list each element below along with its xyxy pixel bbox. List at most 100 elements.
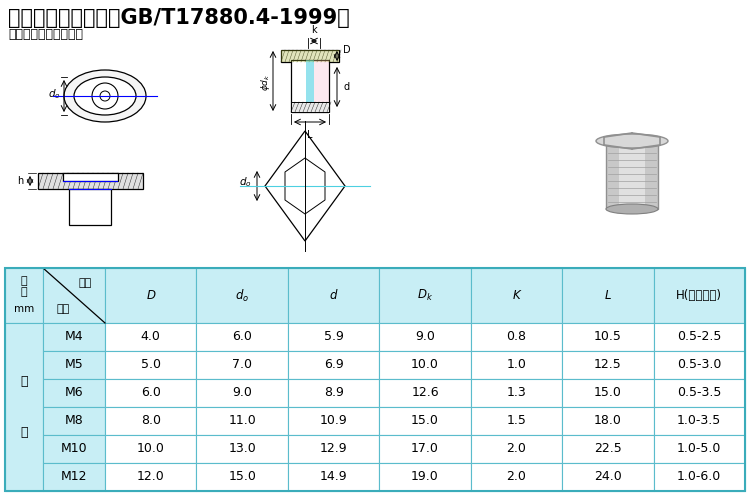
Bar	[5, 268, 43, 323]
Bar	[288, 379, 380, 407]
Text: $D_k$: $D_k$	[417, 288, 433, 303]
Bar	[562, 351, 653, 379]
Text: 规格: 规格	[56, 304, 70, 314]
Bar	[306, 60, 314, 112]
Text: 15.0: 15.0	[228, 471, 256, 484]
Bar	[105, 407, 196, 435]
Bar	[105, 268, 196, 323]
Bar	[291, 102, 329, 112]
Bar	[43, 351, 105, 379]
Bar	[281, 50, 339, 62]
Text: h: h	[16, 176, 23, 186]
Bar	[653, 379, 745, 407]
Bar	[63, 173, 118, 181]
Text: 15.0: 15.0	[594, 386, 622, 399]
Text: 5.0: 5.0	[141, 359, 160, 372]
Text: $\phi d_k$: $\phi d_k$	[259, 73, 272, 91]
Text: 1.0-6.0: 1.0-6.0	[677, 471, 722, 484]
Text: M8: M8	[64, 415, 83, 428]
Bar	[69, 189, 111, 225]
Bar	[653, 463, 745, 491]
Bar	[105, 463, 196, 491]
Text: 平头半六角铆螺母（GB/T17880.4-1999）: 平头半六角铆螺母（GB/T17880.4-1999）	[8, 8, 350, 28]
Bar	[43, 435, 105, 463]
Text: H(铆接厚度): H(铆接厚度)	[676, 289, 722, 302]
Text: 18.0: 18.0	[594, 415, 622, 428]
Bar	[562, 379, 653, 407]
Bar	[105, 435, 196, 463]
Text: mm: mm	[13, 304, 34, 314]
Circle shape	[92, 83, 118, 109]
Bar	[653, 407, 745, 435]
Bar	[288, 268, 380, 323]
Circle shape	[100, 91, 110, 101]
Text: 尺寸: 尺寸	[79, 278, 92, 288]
Text: M10: M10	[61, 442, 87, 455]
Text: 0.5-2.5: 0.5-2.5	[677, 330, 722, 344]
Text: 10.5: 10.5	[594, 330, 622, 344]
Text: 10.0: 10.0	[136, 442, 165, 455]
Text: D: D	[146, 289, 155, 302]
Text: 单: 单	[21, 276, 27, 286]
Bar	[471, 463, 562, 491]
Text: 材质：钢、铝、不锈钢: 材质：钢、铝、不锈钢	[8, 28, 83, 41]
Bar	[196, 463, 288, 491]
Text: 8.9: 8.9	[324, 386, 344, 399]
Text: 15.0: 15.0	[411, 415, 439, 428]
Bar	[562, 323, 653, 351]
Text: M6: M6	[64, 386, 83, 399]
Text: M12: M12	[61, 471, 87, 484]
Text: $d_o$: $d_o$	[238, 175, 251, 189]
Bar	[471, 435, 562, 463]
Text: 10.9: 10.9	[320, 415, 347, 428]
Text: 12.0: 12.0	[136, 471, 164, 484]
Bar	[380, 268, 471, 323]
Text: 2.0: 2.0	[506, 471, 526, 484]
Bar	[5, 323, 43, 491]
Text: 9.0: 9.0	[232, 386, 252, 399]
Text: 6.0: 6.0	[232, 330, 252, 344]
Text: 位: 位	[21, 287, 27, 297]
Bar	[380, 323, 471, 351]
Bar	[471, 268, 562, 323]
Text: k: k	[311, 25, 316, 35]
Ellipse shape	[74, 77, 136, 115]
Text: 0.5-3.5: 0.5-3.5	[677, 386, 722, 399]
Text: 1.5: 1.5	[506, 415, 526, 428]
Text: M4: M4	[64, 330, 83, 344]
Bar	[471, 407, 562, 435]
Text: 19.0: 19.0	[411, 471, 439, 484]
Bar	[562, 268, 653, 323]
Text: $d_o$: $d_o$	[235, 288, 249, 304]
Bar	[43, 379, 105, 407]
Text: L: L	[308, 130, 313, 140]
Bar	[653, 323, 745, 351]
Bar	[281, 50, 339, 62]
Text: d: d	[343, 82, 349, 92]
Text: 17.0: 17.0	[411, 442, 439, 455]
Text: 13.0: 13.0	[228, 442, 256, 455]
Text: 5.9: 5.9	[324, 330, 344, 344]
Ellipse shape	[64, 70, 146, 122]
Bar	[288, 463, 380, 491]
Text: 22.5: 22.5	[594, 442, 622, 455]
Bar	[196, 407, 288, 435]
Bar	[653, 268, 745, 323]
Text: 12.6: 12.6	[411, 386, 439, 399]
Text: 制: 制	[20, 426, 28, 438]
Text: K: K	[512, 289, 520, 302]
Text: D: D	[343, 45, 350, 55]
Text: 7.0: 7.0	[232, 359, 252, 372]
Bar	[471, 323, 562, 351]
Text: 14.9: 14.9	[320, 471, 347, 484]
Bar	[43, 323, 105, 351]
Text: 8.0: 8.0	[141, 415, 160, 428]
Bar	[196, 351, 288, 379]
Bar	[380, 407, 471, 435]
Text: 0.8: 0.8	[506, 330, 526, 344]
Text: M5: M5	[64, 359, 83, 372]
Bar	[562, 463, 653, 491]
Bar	[5, 268, 745, 491]
Bar	[562, 435, 653, 463]
Text: $d_o$: $d_o$	[48, 87, 60, 101]
